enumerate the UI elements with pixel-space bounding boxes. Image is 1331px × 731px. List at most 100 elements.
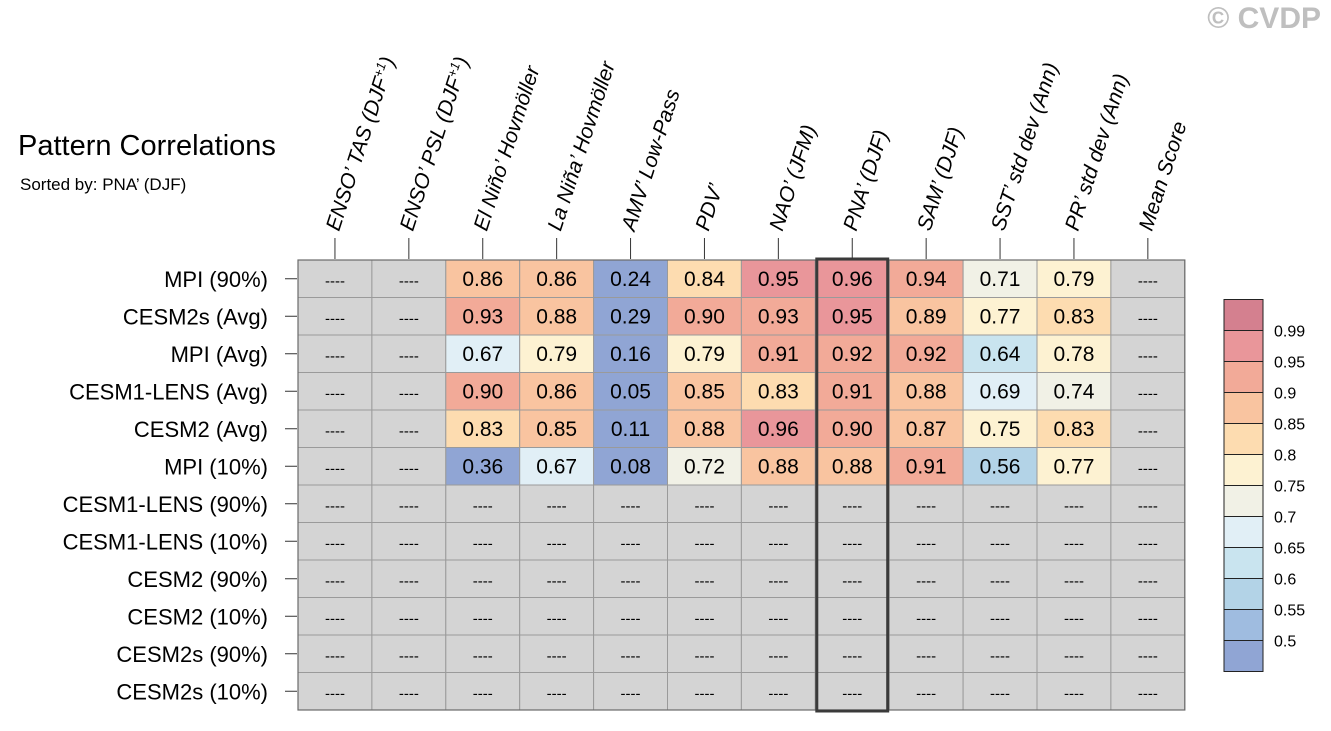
missing-value-label: ---- — [399, 310, 419, 327]
missing-value-label: ---- — [990, 648, 1010, 665]
table-cell — [1110, 409, 1186, 448]
table-cell — [593, 672, 668, 711]
table-cell — [371, 447, 447, 486]
cell-value-label: 0.91 — [906, 455, 947, 478]
missing-value-label: ---- — [621, 648, 641, 665]
missing-value-label: ---- — [399, 498, 419, 515]
table-cell — [371, 259, 447, 298]
missing-value-label: ---- — [621, 685, 641, 702]
table-cell — [297, 409, 373, 448]
colorbar-frame — [1223, 299, 1264, 672]
table-cell — [297, 334, 373, 373]
cell-value-label: 0.96 — [758, 418, 799, 441]
cell-value-label: 0.83 — [1054, 305, 1095, 328]
table-cell — [1036, 297, 1112, 336]
missing-value-label: ---- — [768, 685, 788, 702]
missing-value-label: ---- — [1064, 535, 1084, 552]
table-cell — [1036, 597, 1112, 636]
missing-value-label: ---- — [621, 573, 641, 590]
missing-value-label: ---- — [842, 648, 862, 665]
missing-value-label: ---- — [990, 685, 1010, 702]
chart-subtitle: Sorted by: PNA’ (DJF) — [20, 175, 187, 194]
table-cell — [814, 672, 890, 711]
cell-value-label: 0.90 — [832, 418, 873, 441]
cell-value-label: 0.94 — [906, 268, 947, 291]
cell-value-label: 0.83 — [758, 380, 799, 403]
missing-value-label: ---- — [768, 498, 788, 515]
missing-value-label: ---- — [621, 535, 641, 552]
cell-value-label: 0.79 — [536, 343, 577, 366]
missing-value-label: ---- — [399, 385, 419, 402]
row-label: CESM2s (Avg) — [123, 304, 268, 329]
cell-value-label: 0.96 — [832, 268, 873, 291]
missing-value-label: ---- — [768, 648, 788, 665]
missing-value-label: ---- — [1138, 685, 1158, 702]
colorbar-swatch — [1224, 392, 1263, 424]
missing-value-label: ---- — [916, 573, 936, 590]
cell-value-label: 0.05 — [610, 380, 651, 403]
row-label: CESM2s (10%) — [116, 679, 268, 704]
colorbar-label: 0.5 — [1274, 634, 1296, 651]
missing-value-label: ---- — [1138, 648, 1158, 665]
cell-value-label: 0.86 — [536, 380, 577, 403]
missing-value-label: ---- — [399, 685, 419, 702]
cell-value-label: 0.72 — [684, 455, 725, 478]
cell-value-label: 0.85 — [536, 418, 577, 441]
missing-value-label: ---- — [990, 573, 1010, 590]
missing-value-label: ---- — [325, 310, 345, 327]
cell-value-label: 0.91 — [758, 343, 799, 366]
table-cell — [962, 559, 1038, 598]
colorbar-label: 0.85 — [1274, 417, 1305, 434]
missing-value-label: ---- — [1064, 498, 1084, 515]
cell-value-label: 0.84 — [684, 268, 725, 291]
table-cell — [888, 447, 964, 486]
cell-value-label: 0.11 — [611, 418, 650, 441]
watermark-text: © CVDP — [1207, 2, 1321, 35]
table-cell — [1110, 334, 1186, 373]
missing-value-label: ---- — [1138, 273, 1158, 290]
missing-value-label: ---- — [916, 685, 936, 702]
table-cell — [962, 597, 1038, 636]
cell-value-label: 0.78 — [1054, 343, 1095, 366]
missing-value-label: ---- — [325, 685, 345, 702]
table-cell — [1036, 484, 1112, 523]
missing-value-label: ---- — [399, 348, 419, 365]
table-cell — [519, 409, 595, 448]
row-label: CESM1-LENS (Avg) — [69, 379, 268, 404]
cell-value-label: 0.79 — [684, 343, 725, 366]
colorbar-label: 0.55 — [1274, 603, 1305, 620]
table-cell — [593, 297, 668, 336]
colorbar-swatch — [1224, 330, 1263, 362]
cell-value-label: 0.90 — [462, 380, 503, 403]
table-cell — [1036, 447, 1112, 486]
cell-value-label: 0.86 — [462, 268, 503, 291]
missing-value-label: ---- — [1138, 348, 1158, 365]
row-label: MPI (Avg) — [171, 342, 268, 367]
missing-value-label: ---- — [399, 460, 419, 477]
colorbar-swatch — [1224, 361, 1263, 393]
column-label: PNA’ (DJF) — [839, 127, 893, 233]
table-cell — [667, 597, 742, 636]
table-cell — [445, 372, 521, 411]
column-label: ENSO’ PSL (DJF+1) — [394, 54, 473, 234]
colorbar-swatch — [1224, 299, 1263, 331]
missing-value-label: ---- — [842, 685, 862, 702]
cell-value-label: 0.88 — [758, 455, 799, 478]
table-cell — [740, 372, 816, 411]
table-cell — [593, 447, 668, 486]
cell-value-label: 0.08 — [610, 455, 651, 478]
missing-value-label: ---- — [1138, 385, 1158, 402]
table-cell — [888, 634, 964, 673]
missing-value-label: ---- — [916, 498, 936, 515]
missing-value-label: ---- — [990, 610, 1010, 627]
cell-value-label: 0.88 — [536, 305, 577, 328]
missing-value-label: ---- — [1138, 573, 1158, 590]
cell-value-label: 0.92 — [906, 343, 947, 366]
missing-value-label: ---- — [1138, 310, 1158, 327]
column-label: El Niño’ Hovmöller — [470, 62, 545, 233]
table-cell — [814, 559, 890, 598]
table-cell — [667, 297, 742, 336]
colorbar-label: 0.6 — [1274, 572, 1296, 589]
colorbar-swatch — [1224, 516, 1263, 548]
missing-value-label: ---- — [399, 610, 419, 627]
